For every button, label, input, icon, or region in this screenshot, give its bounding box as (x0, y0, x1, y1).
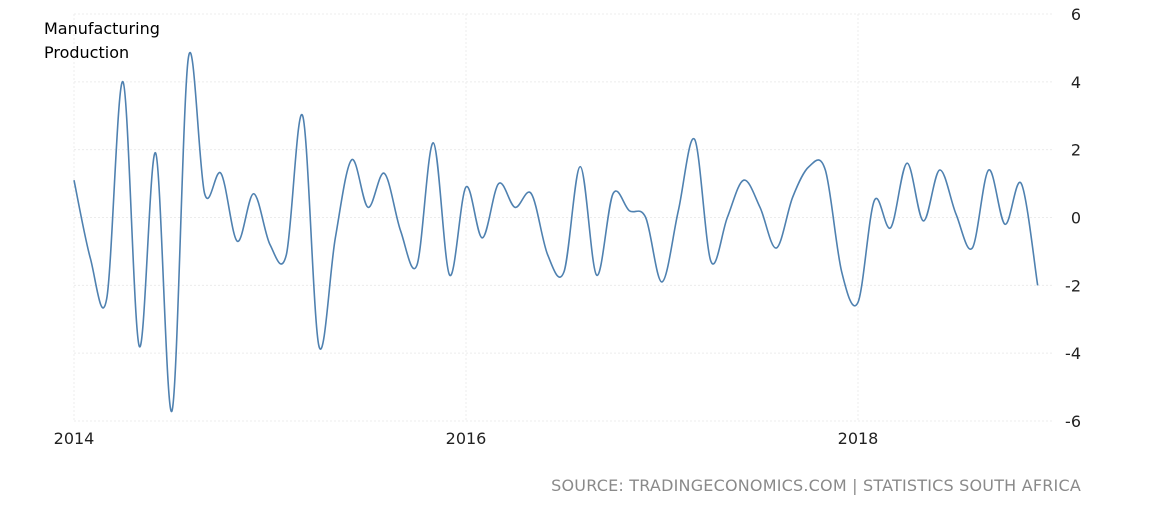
x-axis-ticks: 2014 2016 2018 (54, 429, 879, 448)
y-tick-label: 4 (1071, 73, 1081, 92)
x-tick-label: 2016 (446, 429, 487, 448)
legend: Manufacturing Production (44, 19, 160, 62)
y-tick-label: 0 (1071, 209, 1081, 228)
y-axis-ticks: 6 4 2 0 -2 -4 -6 (1065, 5, 1081, 431)
legend-label-line-1: Manufacturing (44, 19, 160, 38)
y-tick-label: -4 (1065, 344, 1081, 363)
y-tick-label: 6 (1071, 5, 1081, 24)
y-tick-label: -6 (1065, 412, 1081, 431)
grid (73, 13, 1054, 422)
series-line-manufacturing-production (73, 52, 1039, 412)
legend-label-line-2: Production (44, 43, 129, 62)
x-tick-label: 2018 (838, 429, 879, 448)
x-tick-label: 2014 (54, 429, 95, 448)
y-tick-label: -2 (1065, 276, 1081, 295)
source-caption: SOURCE: TRADINGECONOMICS.COM | STATISTIC… (551, 476, 1081, 495)
y-tick-label: 2 (1071, 141, 1081, 160)
